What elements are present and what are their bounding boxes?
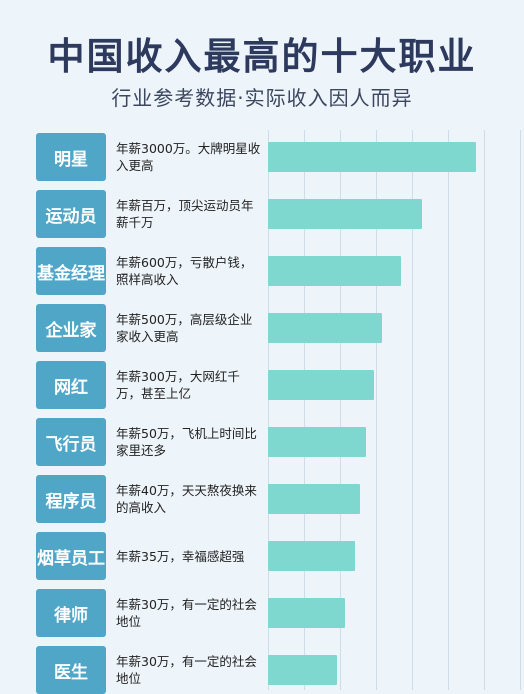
bar-row: 医生 年薪30万，有一定的社会地位 xyxy=(0,646,524,694)
category-label: 明星 xyxy=(36,133,106,181)
salary-note: 年薪3000万。大牌明星收入更高 xyxy=(116,141,261,173)
grid-line xyxy=(268,130,269,690)
category-label: 程序员 xyxy=(36,475,106,523)
bar xyxy=(268,199,422,229)
salary-note: 年薪40万，天天熬夜换来的高收入 xyxy=(116,483,257,515)
bar-track xyxy=(268,199,494,229)
category-label: 律师 xyxy=(36,589,106,637)
bar-track xyxy=(268,598,494,628)
grid-line xyxy=(376,130,377,690)
salary-note: 年薪50万，飞机上时间比家里还多 xyxy=(116,426,257,458)
salary-note: 年薪300万，大网红千万，甚至上亿 xyxy=(116,369,240,401)
bar-track xyxy=(268,313,494,343)
bar-row: 律师 年薪30万，有一定的社会地位 xyxy=(0,589,524,637)
bar-row: 网红 年薪300万，大网红千万，甚至上亿 xyxy=(0,361,524,409)
grid-line xyxy=(340,130,341,690)
bar-track xyxy=(268,655,494,685)
bar xyxy=(268,142,476,172)
bar-track xyxy=(268,256,494,286)
category-label: 医生 xyxy=(36,646,106,694)
category-label: 企业家 xyxy=(36,304,106,352)
bar xyxy=(268,541,356,571)
grid-line xyxy=(304,130,305,690)
category-label: 基金经理 xyxy=(36,247,106,295)
grid-line xyxy=(520,130,521,690)
category-label: 运动员 xyxy=(36,190,106,238)
salary-note: 年薪600万，亏散户钱，照样高收入 xyxy=(116,255,253,287)
grid-line xyxy=(448,130,449,690)
chart-subtitle: 行业参考数据·实际收入因人而异 xyxy=(111,86,413,110)
bar xyxy=(268,427,366,457)
salary-note: 年薪500万，高层级企业家收入更高 xyxy=(116,312,253,344)
bar-track xyxy=(268,484,494,514)
category-label: 烟草员工 xyxy=(36,532,106,580)
bar xyxy=(268,370,375,400)
bar xyxy=(268,256,402,286)
bar xyxy=(268,484,360,514)
bar-row: 运动员 年薪百万，顶尖运动员年薪千万 xyxy=(0,190,524,238)
bar-track xyxy=(268,370,494,400)
bar xyxy=(268,313,383,343)
chart-title: 中国收入最高的十大职业 xyxy=(47,35,477,78)
salary-note: 年薪30万，有一定的社会地位 xyxy=(116,654,257,686)
bar-row: 明星 年薪3000万。大牌明星收入更高 xyxy=(0,133,524,181)
bar xyxy=(268,655,337,685)
bar-track xyxy=(268,142,494,172)
bar xyxy=(268,598,345,628)
salary-note: 年薪30万，有一定的社会地位 xyxy=(116,597,257,629)
salary-note: 年薪35万，幸福感超强 xyxy=(116,548,245,564)
bar-row: 基金经理 年薪600万，亏散户钱，照样高收入 xyxy=(0,247,524,295)
grid-line xyxy=(484,130,485,690)
bar-track xyxy=(268,541,494,571)
bar-track xyxy=(268,427,494,457)
salary-note: 年薪百万，顶尖运动员年薪千万 xyxy=(116,198,254,230)
bar-row: 程序员 年薪40万，天天熬夜换来的高收入 xyxy=(0,475,524,523)
grid-line xyxy=(412,130,413,690)
category-label: 网红 xyxy=(36,361,106,409)
bar-row: 企业家 年薪500万，高层级企业家收入更高 xyxy=(0,304,524,352)
category-label: 飞行员 xyxy=(36,418,106,466)
bar-row: 烟草员工 年薪35万，幸福感超强 xyxy=(0,532,524,580)
bar-row: 飞行员 年薪50万，飞机上时间比家里还多 xyxy=(0,418,524,466)
